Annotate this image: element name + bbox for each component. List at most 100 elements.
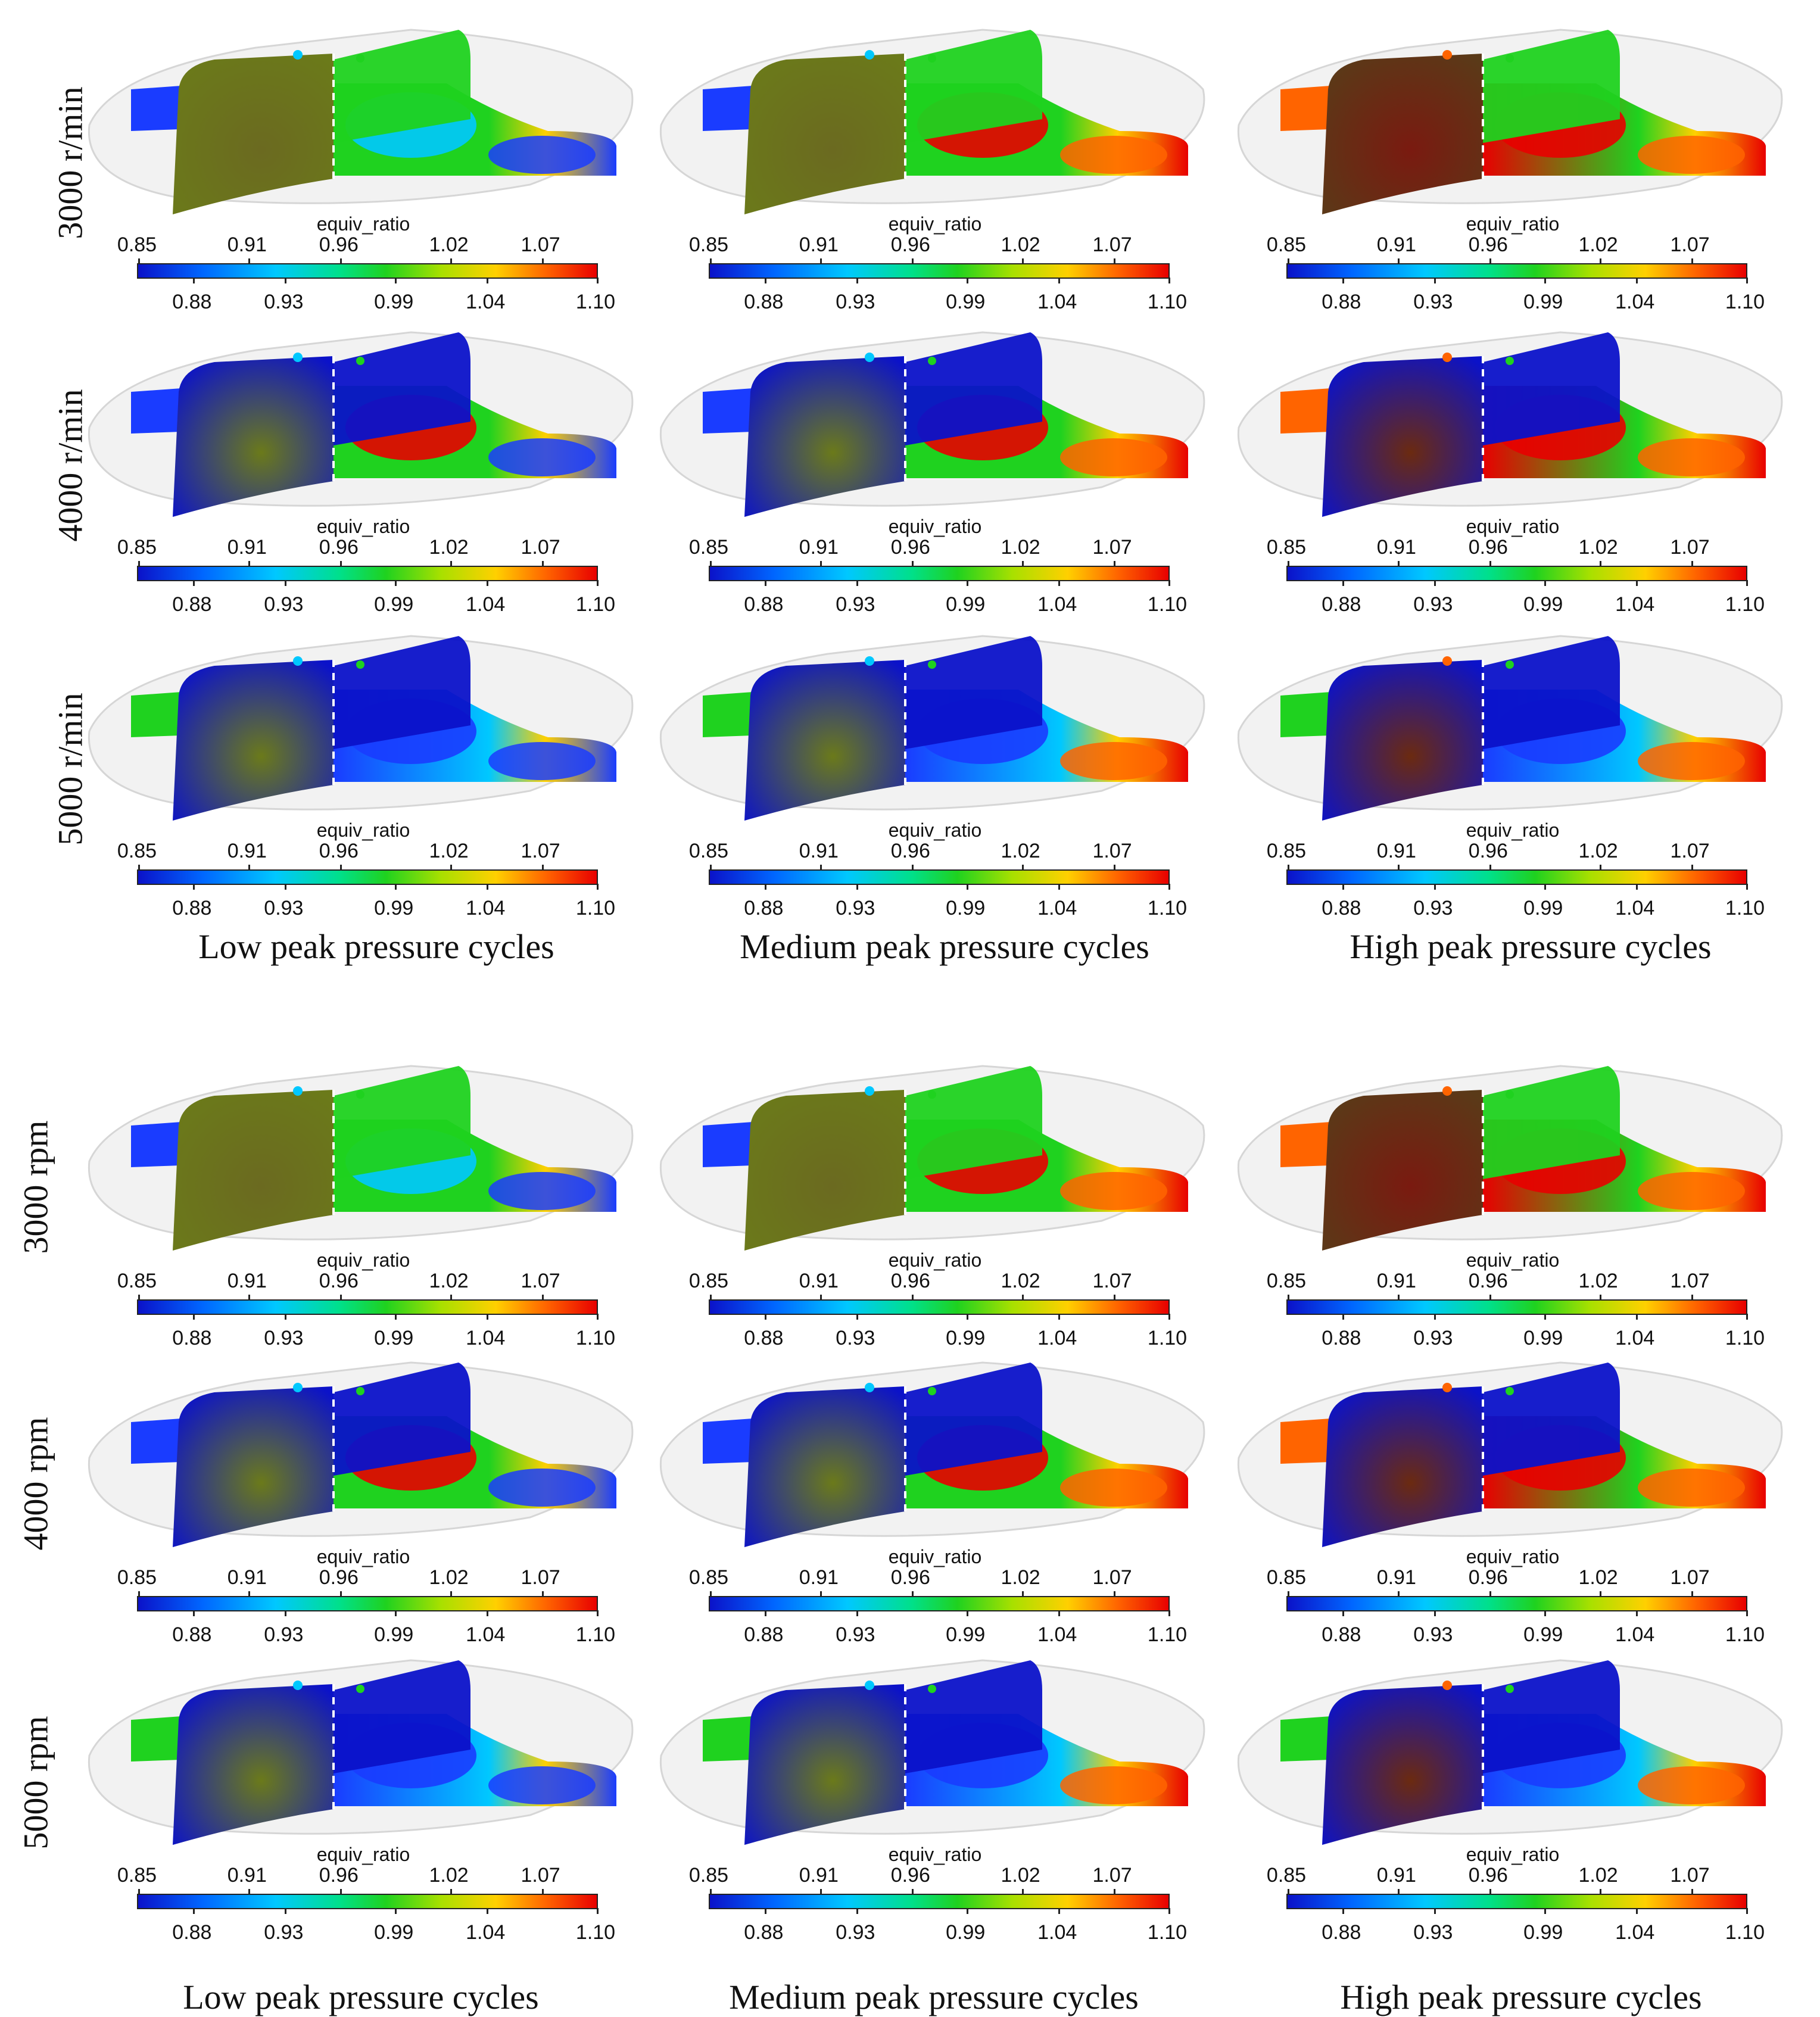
colorbar-tick-label: 0.99: [1523, 1623, 1563, 1646]
colorbar-tick-label: 1.07: [1092, 233, 1132, 256]
injector-marker: [1506, 1685, 1514, 1693]
colorbar-tick-mark: [450, 561, 452, 567]
colorbar-tick-mark: [1168, 1314, 1170, 1320]
colorbar-tick-label: 1.02: [429, 840, 469, 862]
mixture-blob: [488, 438, 596, 476]
mixture-blob: [1060, 1469, 1167, 1507]
colorbar-bottom-ticks: 0.88 0.93 0.99 1.04 1.10: [649, 1623, 1221, 1647]
colorbar-top-ticks: 0.85 0.91 0.96 1.02 1.07: [1227, 536, 1799, 560]
vertical-back-slice: [334, 636, 470, 749]
colorbar-tick-mark: [597, 580, 599, 586]
colorbar-tick-label: 0.85: [688, 233, 729, 256]
colorbar-tick-mark: [1636, 884, 1638, 890]
spark-plug-marker: [293, 1086, 303, 1096]
mixture-blob: [1060, 438, 1167, 476]
colorbar-tick-mark: [395, 1908, 397, 1914]
colorbar-tick-label: 0.85: [688, 840, 729, 862]
vertical-front-slice: [744, 1386, 905, 1547]
colorbar-bottom-ticks: 0.88 0.93 0.99 1.04 1.10: [1227, 1327, 1799, 1351]
colorbar-tick-mark: [541, 561, 544, 567]
colorbar-tick-label: 1.07: [1092, 840, 1132, 862]
mixture-blob: [1638, 1172, 1745, 1210]
colorbar-tick-label: 1.07: [521, 1864, 560, 1887]
colorbar-tick-mark: [450, 1591, 452, 1597]
colorbar-tick-mark: [1691, 1889, 1693, 1895]
injector-marker: [928, 1387, 936, 1395]
colorbar-tick-label: 0.88: [744, 291, 784, 313]
colorbar-tick-mark: [911, 865, 914, 871]
colorbar-tick-mark: [1691, 1591, 1693, 1597]
colorbar-tick-mark: [193, 580, 195, 586]
colorbar-tick-mark: [1636, 278, 1638, 283]
colorbar-title: equiv_ratio: [316, 1249, 410, 1271]
colorbar-tick-mark: [710, 561, 712, 567]
mixture-blob: [488, 1766, 596, 1804]
colorbar-tick-label: 1.02: [429, 536, 469, 559]
colorbar-tick-label: 0.96: [1468, 1566, 1508, 1589]
colorbar-tick-label: 0.85: [1266, 1566, 1307, 1589]
colorbar-tick-mark: [1746, 1908, 1748, 1914]
colorbar-tick-label: 0.91: [799, 1864, 839, 1887]
colorbar-tick-label: 0.96: [1468, 840, 1508, 862]
injector-marker: [356, 660, 364, 669]
vertical-front-slice: [173, 660, 334, 821]
contour-panel: equiv_ratio 0.85 0.91 0.96 1.02 1.07 0.88 0.93 0…: [649, 1060, 1221, 1349]
colorbar-tick-mark: [138, 1591, 140, 1597]
combustion-chamber-render: [659, 1065, 1205, 1251]
colorbar-tick-label: 0.88: [1322, 291, 1361, 313]
colorbar-tick-mark: [541, 1295, 544, 1301]
vertical-back-slice: [334, 30, 470, 143]
colorbar: [137, 561, 599, 586]
colorbar-top-ticks: 0.85 0.91 0.96 1.02 1.07: [649, 1864, 1221, 1888]
colorbar-tick-label: 0.88: [744, 897, 784, 919]
colorbar-tick-label: 0.96: [1468, 1270, 1508, 1292]
mixture-blob: [1638, 136, 1745, 174]
colorbar-tick-mark: [710, 865, 712, 871]
colorbar-tick-mark: [967, 1314, 969, 1320]
colorbar-tick-mark: [1168, 1908, 1170, 1914]
colorbar-tick-label: 0.93: [1413, 291, 1453, 313]
vertical-back-slice: [905, 1066, 1042, 1179]
colorbar-tick-label: 1.04: [1037, 1327, 1077, 1349]
combustion-chamber-render: [1237, 331, 1783, 517]
spark-plug-marker: [865, 1681, 874, 1690]
colorbar-tick-label: 0.99: [374, 1623, 414, 1646]
colorbar: [137, 865, 599, 890]
colorbar-tick-label: 1.02: [1578, 536, 1618, 559]
colorbar-tick-label: 1.04: [1615, 1327, 1655, 1349]
colorbar-tick-label: 0.96: [1468, 536, 1508, 559]
vertical-front-slice: [173, 1386, 334, 1547]
colorbar-tick-label: 1.02: [429, 1566, 469, 1589]
colorbar-tick-label: 0.85: [1266, 1864, 1307, 1887]
colorbar-tick-label: 1.07: [1092, 1566, 1132, 1589]
spark-plug-marker: [865, 353, 874, 362]
colorbar-tick-label: 0.93: [836, 291, 875, 313]
colorbar-tick-mark: [395, 580, 397, 586]
colorbar-title: equiv_ratio: [316, 1546, 410, 1567]
vertical-front-slice: [744, 1090, 905, 1251]
combustion-chamber-render: [659, 635, 1205, 821]
colorbar-tick-label: 0.88: [172, 593, 212, 616]
colorbar-tick-mark: [1397, 1889, 1400, 1895]
colorbar-tick-mark: [138, 561, 140, 567]
spark-plug-marker: [293, 1383, 303, 1392]
colorbar-tick-label: 0.93: [836, 897, 875, 919]
colorbar-tick-label: 0.85: [117, 1864, 157, 1887]
colorbar-tick-mark: [285, 1908, 287, 1914]
colorbar-tick-mark: [1021, 1889, 1024, 1895]
colorbar: [709, 258, 1170, 283]
vertical-front-slice: [1322, 1684, 1483, 1845]
colorbar-tick-mark: [285, 1610, 287, 1616]
colorbar-tick-mark: [1746, 884, 1748, 890]
colorbar-tick-label: 0.91: [1376, 840, 1416, 862]
injector-marker: [928, 660, 936, 669]
colorbar-tick-label: 0.93: [264, 1623, 304, 1646]
colorbar-tick-label: 1.10: [1725, 1327, 1765, 1349]
colorbar-bottom-ticks: 0.88 0.93 0.99 1.04 1.10: [1227, 593, 1799, 617]
vertical-front-slice: [744, 356, 905, 517]
colorbar-tick-mark: [1544, 1610, 1547, 1616]
vertical-front-slice: [173, 1090, 334, 1251]
colorbar-tick-label: 0.85: [688, 1864, 729, 1887]
vertical-back-slice: [905, 30, 1042, 143]
spark-plug-marker: [293, 656, 303, 666]
